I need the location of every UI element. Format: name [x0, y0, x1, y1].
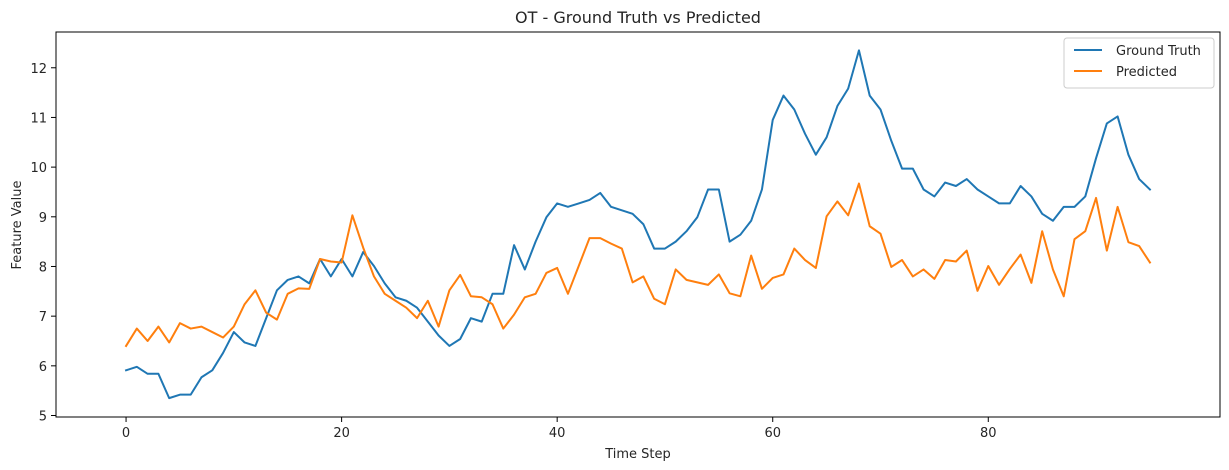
- plot-frame: [55, 31, 1221, 418]
- legend-label-ground-truth: Ground Truth: [1116, 44, 1201, 59]
- y-tick-label: 5: [39, 410, 47, 425]
- x-axis: 0 20 40 60 80: [122, 417, 997, 441]
- y-tick-label: 6: [39, 360, 47, 375]
- x-tick-label: 40: [549, 426, 566, 441]
- y-tick-label: 7: [39, 310, 47, 325]
- y-tick-label: 10: [30, 161, 47, 176]
- series-line-ground-truth: [124, 49, 1152, 400]
- series-line-predicted: [124, 182, 1152, 348]
- series-layer: [124, 49, 1152, 400]
- legend-label-predicted: Predicted: [1116, 65, 1177, 80]
- x-tick-label: 80: [980, 426, 997, 441]
- legend: Ground Truth Predicted: [1063, 37, 1215, 89]
- x-tick-label: 20: [333, 426, 350, 441]
- y-axis: 5 6 7 8 9 10 11 12: [30, 62, 56, 425]
- y-tick-label: 12: [30, 62, 47, 77]
- y-tick-label: 11: [30, 111, 47, 126]
- x-tick-label: 60: [764, 426, 781, 441]
- x-axis-label: Time Step: [604, 447, 671, 462]
- x-tick-label: 0: [122, 426, 130, 441]
- y-tick-label: 9: [39, 211, 47, 226]
- chart-title: OT - Ground Truth vs Predicted: [515, 8, 761, 27]
- y-axis-label: Feature Value: [10, 181, 25, 270]
- y-tick-label: 8: [39, 260, 47, 275]
